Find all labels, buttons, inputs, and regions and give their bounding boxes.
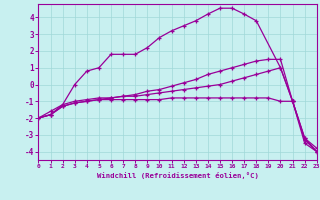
X-axis label: Windchill (Refroidissement éolien,°C): Windchill (Refroidissement éolien,°C) [97,172,259,179]
